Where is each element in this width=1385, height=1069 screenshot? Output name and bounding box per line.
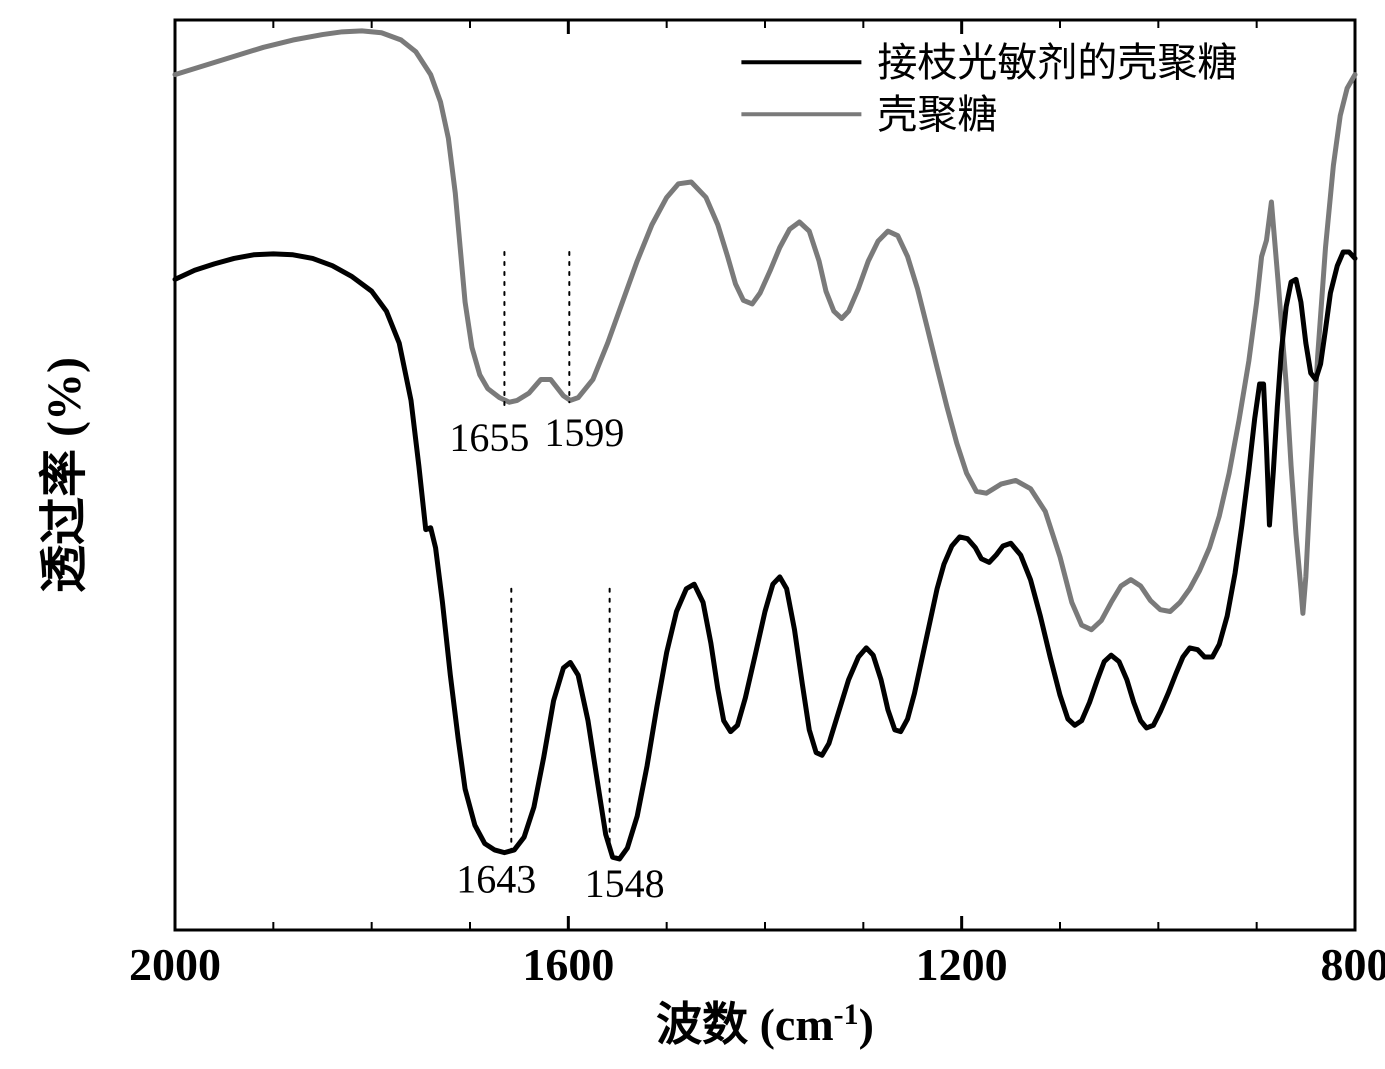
series-壳聚糖: [175, 31, 1355, 630]
legend-label: 壳聚糖: [877, 92, 997, 137]
x-tick-label: 1200: [916, 939, 1008, 990]
y-axis-label: 透过率 (%): [38, 357, 91, 593]
chart-container: 2000 1600 1200 800 1655 1599 1643 1548 波数 (cm-1)…: [0, 0, 1385, 1069]
ftir-chart: 2000 1600 1200 800 1655 1599 1643 1548 波数 (cm-1)…: [0, 0, 1385, 1069]
x-tick-label: 1600: [522, 939, 614, 990]
x-axis-label: 波数 (cm-1): [656, 998, 874, 1051]
peak-label-1643: 1643: [456, 857, 536, 902]
x-tick-label: 800: [1321, 939, 1385, 990]
series-接枝光敏剂的壳聚糖: [175, 252, 1355, 859]
peak-label-1655: 1655: [449, 415, 529, 460]
legend-label: 接枝光敏剂的壳聚糖: [877, 40, 1237, 85]
x-tick-label: 2000: [129, 939, 221, 990]
peak-label-1548: 1548: [585, 861, 665, 906]
peak-label-1599: 1599: [544, 410, 624, 455]
